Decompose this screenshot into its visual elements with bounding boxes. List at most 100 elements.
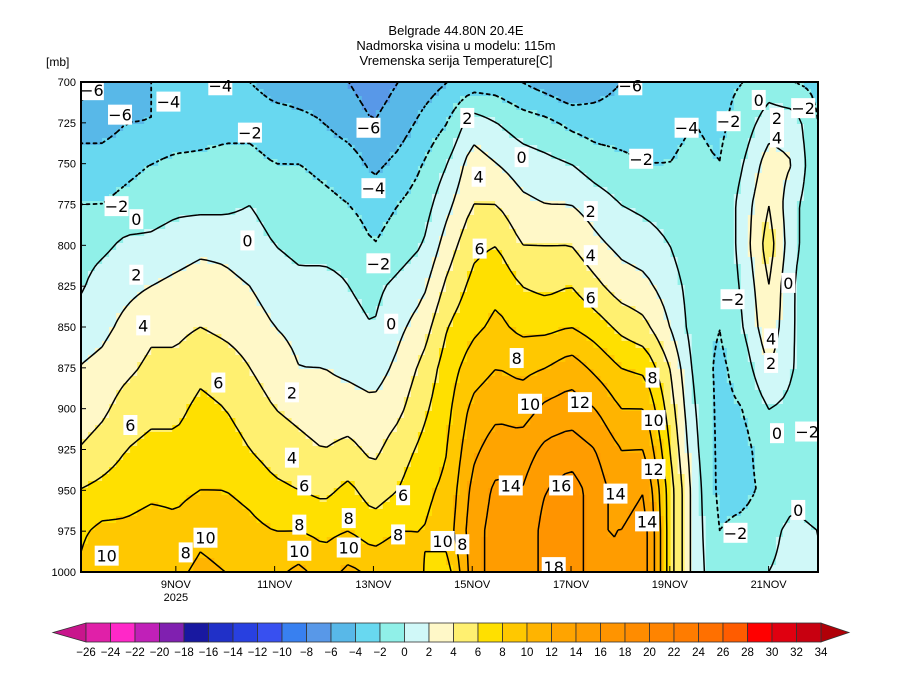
heatmap-cell [263, 362, 272, 370]
heatmap-cell [326, 397, 335, 405]
heatmap-cell [586, 89, 594, 97]
heatmap-cell [523, 89, 531, 97]
heatmap-cell [326, 103, 335, 111]
heatmap-cell [523, 201, 531, 209]
heatmap-cell [663, 215, 672, 223]
heatmap-cell [789, 334, 798, 342]
heatmap-cell [761, 397, 770, 405]
heatmap-cell [340, 250, 349, 258]
heatmap-cell [284, 201, 293, 209]
heatmap-cell [298, 215, 307, 223]
heatmap-cell [235, 390, 243, 398]
heatmap-cell [516, 243, 524, 251]
heatmap-cell [439, 278, 447, 286]
heatmap-cell [249, 159, 258, 167]
heatmap-cell [502, 152, 510, 160]
heatmap-cell [130, 355, 138, 363]
heatmap-cell [312, 117, 321, 125]
heatmap-cell [410, 215, 419, 223]
heatmap-cell [375, 89, 384, 97]
heatmap-cell [88, 194, 96, 202]
heatmap-cell [439, 397, 447, 405]
heatmap-cell [663, 187, 672, 195]
heatmap-cell [235, 355, 243, 363]
heatmap-cell [712, 194, 721, 202]
heatmap-cell [165, 327, 173, 335]
heatmap-cell [102, 397, 110, 405]
heatmap-cell [670, 306, 679, 314]
heatmap-cell [593, 124, 601, 132]
heatmap-cell [656, 355, 665, 363]
heatmap-cell [207, 166, 215, 174]
heatmap-cell [502, 229, 510, 237]
heatmap-cell [432, 117, 440, 125]
heatmap-cell [116, 362, 124, 370]
heatmap-cell [144, 250, 152, 258]
heatmap-cell [544, 257, 552, 265]
heatmap-cell [565, 313, 573, 321]
heatmap-cell [712, 110, 721, 118]
heatmap-cell [242, 334, 250, 342]
heatmap-cell [523, 194, 531, 202]
heatmap-cell [417, 201, 426, 209]
heatmap-cell [235, 82, 243, 90]
heatmap-cell [137, 362, 145, 370]
heatmap-cell [691, 187, 700, 195]
heatmap-cell [221, 236, 229, 244]
heatmap-cell [789, 327, 798, 335]
heatmap-cell [579, 334, 587, 342]
heatmap-cell [137, 103, 145, 111]
heatmap-cell [242, 285, 250, 293]
heatmap-cell [417, 320, 426, 328]
heatmap-cell [754, 362, 763, 370]
heatmap-cell [340, 131, 349, 139]
heatmap-cell [621, 208, 630, 216]
heatmap-cell [270, 341, 279, 349]
heatmap-cell [88, 222, 96, 230]
heatmap-cell [228, 264, 236, 272]
heatmap-cell [242, 152, 250, 160]
heatmap-cell [235, 397, 243, 405]
heatmap-cell [88, 376, 96, 384]
heatmap-cell [474, 117, 482, 125]
heatmap-cell [796, 180, 805, 188]
heatmap-cell [277, 124, 286, 132]
heatmap-cell [298, 145, 307, 153]
heatmap-cell [565, 369, 573, 377]
heatmap-cell [740, 187, 749, 195]
heatmap-cell [137, 411, 145, 419]
heatmap-cell [495, 138, 503, 146]
heatmap-cell [179, 376, 187, 384]
heatmap-cell [312, 397, 321, 405]
heatmap-cell [228, 236, 236, 244]
heatmap-cell [663, 390, 672, 398]
heatmap-cell [782, 124, 791, 132]
heatmap-cell [600, 278, 608, 286]
heatmap-cell [628, 257, 637, 265]
heatmap-cell [740, 103, 749, 111]
heatmap-cell [270, 348, 279, 356]
heatmap-cell [586, 348, 594, 356]
heatmap-cell [263, 103, 272, 111]
heatmap-cell [607, 89, 615, 97]
heatmap-cell [775, 152, 784, 160]
heatmap-cell [460, 152, 468, 160]
heatmap-cell [207, 327, 215, 335]
heatmap-cell [417, 208, 426, 216]
heatmap-cell [263, 299, 272, 307]
heatmap-cell [782, 369, 791, 377]
heatmap-cell [474, 131, 482, 139]
heatmap-cell [88, 264, 96, 272]
heatmap-cell [151, 278, 159, 286]
heatmap-cell [319, 257, 328, 265]
heatmap-cell [151, 285, 159, 293]
heatmap-cell [144, 369, 152, 377]
heatmap-cell [796, 334, 805, 342]
heatmap-cell [347, 166, 356, 174]
heatmap-cell [796, 271, 805, 279]
heatmap-cell [319, 390, 328, 398]
heatmap-cell [424, 180, 433, 188]
heatmap-cell [172, 285, 180, 293]
heatmap-cell [782, 187, 791, 195]
heatmap-cell [130, 152, 138, 160]
